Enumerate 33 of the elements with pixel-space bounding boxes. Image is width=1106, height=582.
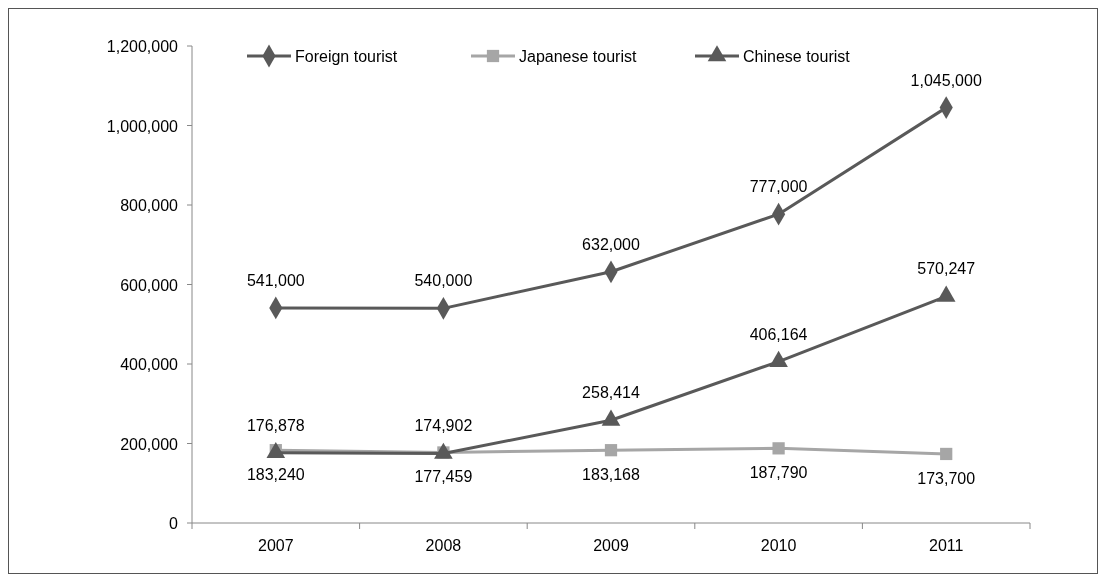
data-label: 540,000 (414, 272, 473, 290)
legend-label: Foreign tourist (295, 48, 398, 65)
data-label: 632,000 (582, 235, 641, 253)
point (772, 442, 785, 455)
data-label: 183,240 (246, 466, 305, 484)
x-tick-label: 2010 (760, 537, 797, 554)
x-tick-label: 2011 (929, 537, 964, 554)
y-tick-label: 1,200,000 (106, 38, 179, 55)
y-tick-label: 0 (169, 515, 179, 532)
y-tick-label: 400,000 (120, 356, 179, 373)
y-tick-label: 1,000,000 (106, 117, 179, 135)
legend-label: Chinese tourist (743, 48, 851, 65)
x-tick-label: 2007 (258, 537, 294, 554)
x-tick-label: 2009 (593, 537, 629, 554)
data-label: 1,045,000 (910, 71, 982, 89)
point (940, 447, 953, 461)
data-label: 541,000 (246, 271, 305, 289)
legend-label: Japanese tourist (519, 48, 637, 65)
x-tick-label: 2008 (425, 537, 462, 554)
data-label: 406,164 (749, 325, 808, 343)
data-label: 777,000 (749, 178, 808, 196)
data-label: 258,414 (582, 384, 641, 402)
data-label: 177,459 (414, 468, 473, 486)
y-tick-label: 600,000 (120, 276, 179, 294)
data-label: 173,700 (917, 469, 976, 487)
data-label: 183,168 (582, 466, 641, 484)
data-label: 176,878 (246, 416, 305, 434)
point (604, 444, 618, 457)
data-label: 187,790 (749, 464, 808, 482)
y-tick-label: 200,000 (120, 435, 179, 453)
data-label: 174,902 (414, 417, 473, 435)
data-label: 570,247 (917, 260, 976, 278)
y-tick-label: 800,000 (120, 197, 179, 214)
